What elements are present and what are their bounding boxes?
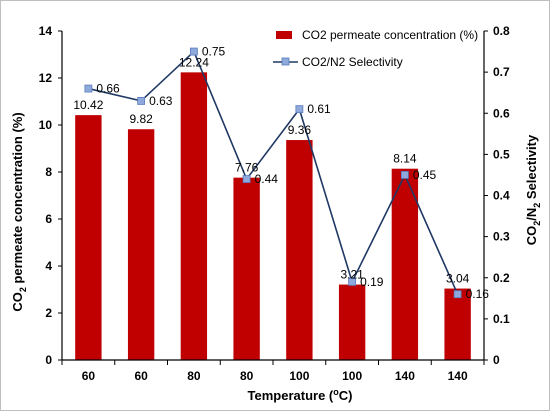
- y-axis-left-title: CO2 permeate concentration (%): [10, 112, 28, 311]
- x-tick-label-1: 60: [134, 369, 148, 383]
- bar-4: [286, 140, 313, 360]
- selectivity-value-label-4: 0.61: [307, 102, 331, 116]
- y-left-tick-label-4: 8: [45, 165, 52, 179]
- selectivity-value-label-3: 0.44: [255, 172, 279, 186]
- y-left-tick-label-1: 2: [45, 306, 52, 320]
- bar-value-label-6: 8.14: [393, 152, 417, 166]
- bar-value-label-5: 3.21: [340, 268, 364, 282]
- bar-series: [75, 72, 471, 361]
- y-right-tick-label-0: 0: [493, 353, 500, 367]
- selectivity-point-6: [400, 171, 409, 179]
- selectivity-point-5: [348, 277, 357, 286]
- x-tick-label-5: 100: [342, 369, 362, 383]
- y-right-tick-label-2: 0.2: [493, 271, 510, 285]
- y-left-tick-label-6: 12: [39, 71, 53, 85]
- bar-value-label-1: 9.82: [129, 112, 153, 126]
- bar-value-label-0: 10.42: [73, 98, 103, 112]
- x-tick-label-6: 140: [395, 369, 415, 383]
- legend-entry-line: CO2/N2 Selectivity: [302, 55, 403, 69]
- y-axis-right-title: CO2/N2 Selectivity: [524, 134, 542, 245]
- bar-value-label-7: 3.04: [446, 272, 470, 286]
- y-left-tick-label-0: 0: [45, 353, 52, 367]
- y-left-tick-label-2: 4: [45, 259, 52, 273]
- y-right-tick-label-3: 0.3: [493, 230, 510, 244]
- legend-line-marker: [281, 57, 290, 66]
- selectivity-value-label-0: 0.66: [96, 82, 120, 96]
- selectivity-point-7: [453, 290, 462, 299]
- selectivity-point-3: [242, 175, 251, 183]
- x-tick-label-4: 100: [289, 369, 309, 383]
- bar-2: [180, 72, 208, 361]
- y-right-tick-label-8: 0.8: [493, 24, 510, 38]
- y-right-tick-label-4: 0.4: [493, 189, 510, 203]
- selectivity-point-2: [189, 47, 198, 56]
- selectivity-value-label-6: 0.45: [413, 168, 437, 182]
- bar-5: [338, 284, 366, 360]
- bar-1: [127, 129, 155, 360]
- bar-7: [444, 288, 471, 360]
- legend-bar-swatch: [276, 31, 292, 39]
- legend-entry-bar: CO2 permeate concentration (%): [302, 28, 478, 42]
- y-right-tick-label-5: 0.5: [493, 147, 510, 161]
- x-axis-title: Temperature (oC): [248, 387, 353, 403]
- y-left-tick-label-7: 14: [39, 24, 53, 38]
- x-tick-label-0: 60: [82, 369, 96, 383]
- y-right-tick-label-6: 0.6: [493, 106, 510, 120]
- bar-value-label-4: 9.36: [288, 123, 312, 137]
- line-series: [84, 47, 462, 299]
- selectivity-value-label-1: 0.63: [149, 94, 173, 108]
- selectivity-value-label-5: 0.19: [360, 275, 384, 289]
- selectivity-point-0: [84, 84, 93, 93]
- bar-3: [233, 177, 260, 360]
- y-left-tick-label-5: 10: [39, 118, 53, 132]
- selectivity-point-1: [137, 97, 146, 105]
- selectivity-line: [88, 50, 459, 295]
- y-left-tick-label-3: 6: [45, 212, 52, 226]
- x-tick-label-7: 140: [448, 369, 468, 383]
- bar-value-label-3: 7.76: [235, 161, 259, 175]
- x-tick-label-3: 80: [240, 369, 254, 383]
- y-right-tick-label-7: 0.7: [493, 65, 510, 79]
- x-tick-label-2: 80: [187, 369, 201, 383]
- bar-value-label-2: 12.24: [179, 55, 209, 69]
- data-labels: 10.42 9.82 12.24 7.76 9.36 3.21 8.14 3.04 0.66 0.…: [73, 45, 489, 302]
- legend: CO2 permeate concentration (%) CO2/N2 Se…: [273, 28, 478, 69]
- y-right-tick-label-1: 0.1: [493, 312, 510, 326]
- selectivity-value-label-7: 0.16: [466, 287, 490, 301]
- bar-6: [391, 168, 419, 360]
- selectivity-point-4: [295, 105, 304, 114]
- bar-0: [75, 115, 102, 360]
- selectivity-value-label-2: 0.75: [202, 45, 226, 59]
